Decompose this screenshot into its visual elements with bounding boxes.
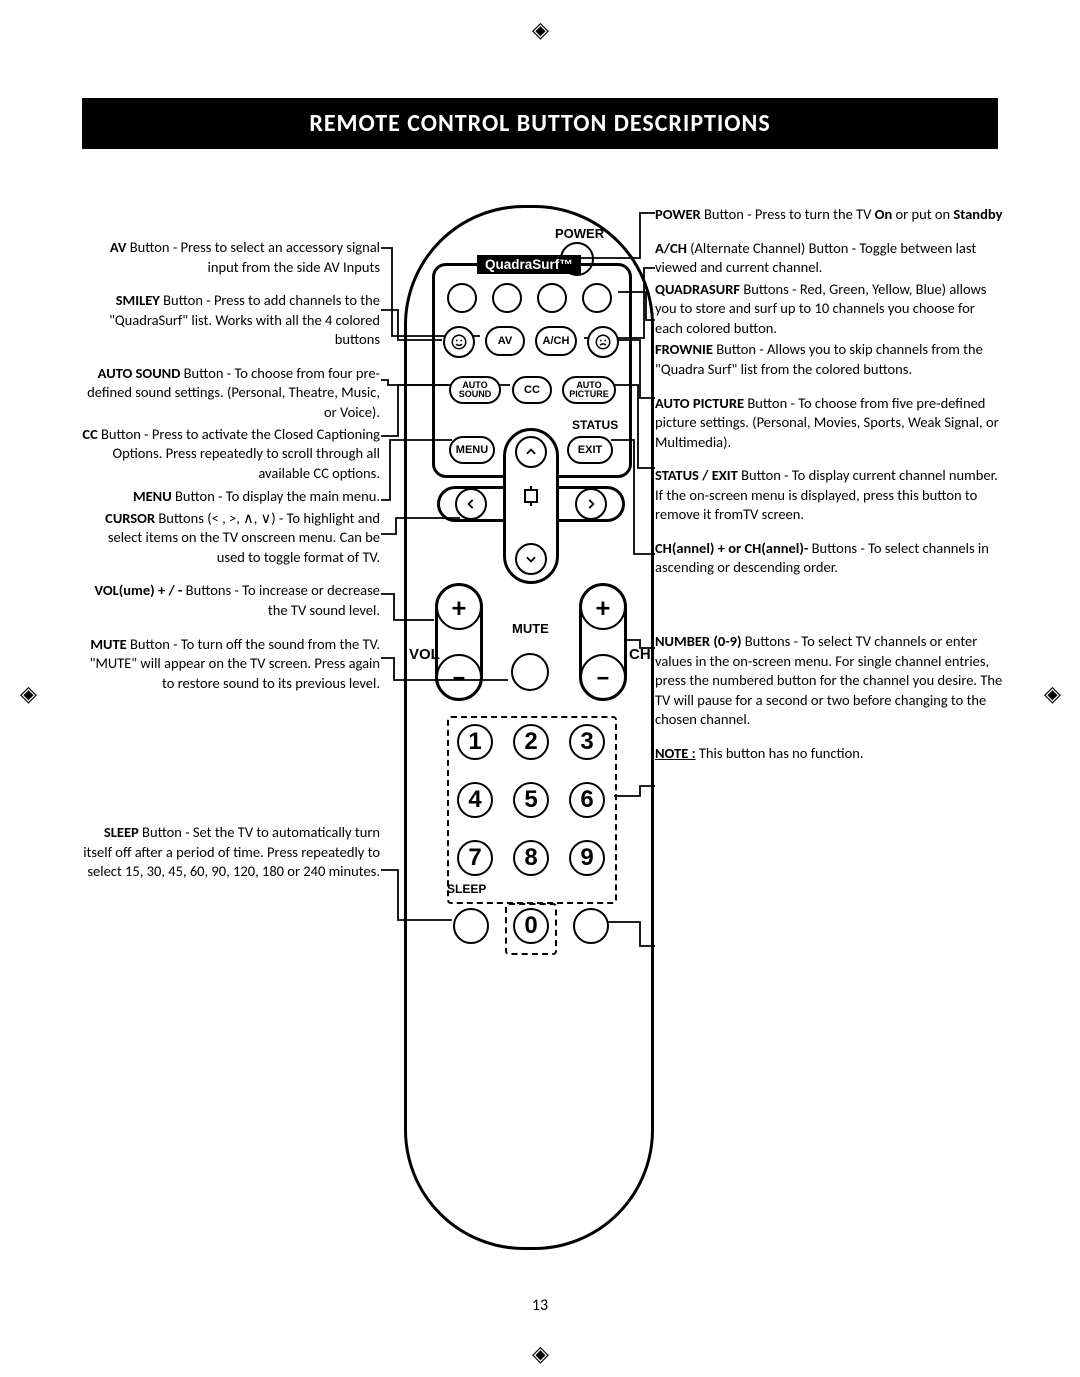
desc-menu: MENU Button - To display the main menu. — [82, 487, 380, 507]
print-reg-bottom: ◈ — [532, 1340, 549, 1367]
num-2-button[interactable]: 2 — [513, 724, 549, 760]
ach-button[interactable]: A/CH — [535, 326, 577, 356]
desc-statusexit: STATUS / EXIT Button - To display curren… — [655, 466, 1005, 525]
page-title: REMOTE CONTROL BUTTON DESCRIPTIONS — [82, 98, 998, 149]
vol-minus-button[interactable]: − — [436, 654, 482, 700]
vol-plus-button[interactable]: + — [436, 584, 482, 630]
smiley-face-icon — [450, 333, 468, 351]
chevron-down-icon — [524, 552, 538, 566]
qs-yellow-button[interactable] — [537, 283, 567, 313]
autopicture-button[interactable]: AUTO PICTURE — [562, 376, 616, 404]
desc-note: NOTE : This button has no function. — [655, 744, 1005, 764]
cursor-up-button[interactable] — [515, 436, 547, 468]
desc-cc: CC Button - Press to activate the Closed… — [82, 425, 380, 484]
label-ch: CH — [629, 646, 651, 663]
desc-sleep: SLEEP Button - Set the TV to automatical… — [82, 823, 380, 882]
chevron-right-icon — [584, 497, 598, 511]
qs-green-button[interactable] — [492, 283, 522, 313]
desc-autosound: AUTO SOUND Button - To choose from four … — [82, 364, 380, 423]
desc-cursor: CURSOR Buttons (< , >, ∧, ∨) - To highli… — [82, 509, 380, 568]
desc-av: AV Button - Press to select an accessory… — [82, 238, 380, 277]
av-button[interactable]: AV — [485, 326, 525, 356]
print-reg-left: ◈ — [20, 680, 37, 707]
num-1-button[interactable]: 1 — [457, 724, 493, 760]
autosound-button[interactable]: AUTO SOUND — [449, 376, 501, 404]
quadrasurf-label: QuadraSurf™ — [477, 255, 581, 274]
desc-frownie: FROWNIE Button - Allows you to skip chan… — [655, 340, 1005, 379]
num-5-button[interactable]: 5 — [513, 782, 549, 818]
chevron-up-icon — [524, 445, 538, 459]
label-power: POWER — [555, 226, 604, 241]
cursor-right-button[interactable] — [575, 488, 607, 520]
frownie-face-icon — [594, 333, 612, 351]
menu-button[interactable]: MENU — [449, 436, 495, 464]
qs-blue-button[interactable] — [582, 283, 612, 313]
num-7-button[interactable]: 7 — [457, 840, 493, 876]
frownie-button[interactable] — [587, 326, 619, 358]
chevron-left-icon — [464, 497, 478, 511]
desc-mute: MUTE Button - To turn off the sound from… — [82, 635, 380, 694]
label-sleep: SLEEP — [447, 882, 486, 896]
desc-vol: VOL(ume) + / - Buttons - To increase or … — [82, 581, 380, 620]
print-reg-right: ◈ — [1044, 680, 1061, 707]
remote-outline: POWER QuadraSurf™ AV A/CH AUTO SOUND CC … — [404, 205, 654, 1250]
num-3-button[interactable]: 3 — [569, 724, 605, 760]
smiley-button[interactable] — [443, 326, 475, 358]
cursor-down-button[interactable] — [515, 543, 547, 575]
desc-smiley: SMILEY Button - Press to add channels to… — [82, 291, 380, 350]
desc-channel: CH(annel) + or CH(annel)- Buttons - To s… — [655, 539, 1005, 578]
num-0-button[interactable]: 0 — [513, 908, 549, 944]
desc-quadrasurf: QUADRASURF Buttons - Red, Green, Yellow,… — [655, 280, 1005, 339]
qs-red-button[interactable] — [447, 283, 477, 313]
nofunc-button[interactable] — [573, 908, 609, 944]
num-9-button[interactable]: 9 — [569, 840, 605, 876]
cursor-left-button[interactable] — [455, 488, 487, 520]
format-icon — [523, 486, 539, 511]
desc-power: POWER Button - Press to turn the TV On o… — [655, 205, 1005, 225]
label-vol: VOL — [409, 646, 440, 663]
desc-number: NUMBER (0-9) Buttons - To select TV chan… — [655, 632, 1005, 730]
ch-plus-button[interactable]: + — [580, 584, 626, 630]
num-6-button[interactable]: 6 — [569, 782, 605, 818]
mute-button[interactable] — [511, 653, 549, 691]
ch-minus-button[interactable]: − — [580, 654, 626, 700]
cc-button[interactable]: CC — [512, 376, 552, 404]
sleep-button[interactable] — [453, 908, 489, 944]
num-8-button[interactable]: 8 — [513, 840, 549, 876]
num-4-button[interactable]: 4 — [457, 782, 493, 818]
desc-autopicture: AUTO PICTURE Button - To choose from fiv… — [655, 394, 1005, 453]
exit-button[interactable]: EXIT — [567, 436, 613, 464]
label-status: STATUS — [572, 418, 618, 432]
desc-ach: A/CH (Alternate Channel) Button - Toggle… — [655, 239, 1005, 278]
print-reg-top: ◈ — [532, 16, 549, 43]
page-number: 13 — [0, 1296, 1080, 1315]
label-mute: MUTE — [512, 621, 549, 636]
